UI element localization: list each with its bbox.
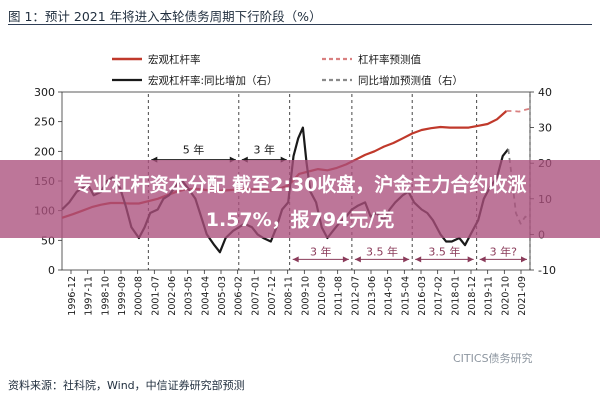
x-axis-tick-label: 1998-10: [100, 276, 111, 316]
left-axis-tick-label: 300: [34, 86, 55, 99]
x-axis-tick-label: 1996-12: [67, 276, 78, 316]
x-axis-tick-label: 2016-03: [417, 276, 428, 316]
left-axis-tick-label: 200: [34, 145, 55, 158]
series-leverage-forecast-line: [506, 107, 531, 113]
cycle-bracket-arrow-left: [354, 256, 361, 263]
left-axis-tick-label: 250: [34, 116, 55, 129]
legend-label-leverage: 宏观杠杆率: [148, 53, 201, 66]
x-axis-tick-label: 2007-01: [250, 276, 261, 316]
legend: 宏观杠杆率 杠杆率预测值 宏观杠杆率:同比增加（右） 同比增加预测值（右）: [112, 53, 463, 87]
headline-line-2: 1.57%，报794元/克: [205, 209, 395, 231]
x-axis-tick-label: 2005-03: [217, 276, 228, 316]
legend-label-yoy-forecast: 同比增加预测值（右）: [358, 74, 463, 87]
x-axis-tick-label: 2015-04: [400, 276, 411, 316]
cycle-bracket-label: 3.5 年: [428, 244, 460, 258]
legend-label-yoy: 宏观杠杆率:同比增加（右）: [148, 74, 278, 87]
x-axis-tick-label: 1997-11: [84, 276, 95, 316]
left-axis-tick-label: 0: [48, 264, 55, 277]
x-axis-tick-label: 2004-04: [200, 276, 211, 316]
x-axis-tick-label: 2018-12: [467, 276, 478, 316]
x-axis-tick-label: 2017-02: [434, 276, 445, 316]
x-axis-tick-label: 2006-02: [234, 276, 245, 316]
x-axis-tick-label: 2014-05: [384, 276, 395, 316]
cycle-bracket-arrow-right: [467, 256, 474, 263]
x-axis-tick-label: 2003-05: [184, 276, 195, 316]
source-note: 资料来源：社科院，Wind，中信证券研究部预测: [8, 379, 245, 392]
x-axis-tick-label: 2010-09: [317, 276, 328, 316]
x-axis-tick-label: 2021-09: [517, 276, 528, 316]
figure-title: 图 1：预计 2021 年将进入本轮债务周期下行阶段（%）: [8, 9, 322, 24]
x-axis-tick-label: 2001-07: [150, 276, 161, 316]
cycle-bracket-arrow-right: [521, 256, 527, 263]
x-axis-tick-label: 2012-07: [350, 276, 361, 316]
x-axis-tick-label: 2007-12: [267, 276, 278, 316]
x-axis-tick-label: 2002-06: [167, 276, 178, 316]
headline-line-1: 专业杠杆资本分配 截至2:30收盘，沪金主力合约收涨: [73, 174, 527, 196]
right-axis-tick-label: -10: [538, 264, 556, 277]
cycle-bracket-arrow-left: [479, 256, 486, 263]
x-axis-tick-label: 1999-09: [117, 276, 128, 316]
x-axis-tick-label: 2018-01: [450, 276, 461, 316]
x-axis-tick-label: 2013-06: [367, 276, 378, 316]
cycle-bracket-label: 3 年: [310, 244, 332, 258]
x-axis-tick-label: 2009-10: [300, 276, 311, 316]
x-axis-tick-label: 2011-08: [334, 276, 345, 316]
cycle-bracket-arrow-left: [292, 256, 299, 263]
right-axis-tick-label: 40: [538, 86, 552, 99]
cycle-bracket-arrow-right: [403, 256, 410, 263]
cycle-bracket-label: 3 年?: [490, 244, 517, 258]
watermark: CITICS债务研究: [453, 352, 533, 365]
cycle-bracket-label: 3 年: [253, 143, 275, 157]
legend-label-leverage-forecast: 杠杆率预测值: [358, 53, 421, 66]
x-axis-tick-label: 2008-11: [284, 276, 295, 316]
headline-banner: 专业杠杆资本分配 截至2:30收盘，沪金主力合约收涨 1.57%，报794元/克: [0, 160, 600, 238]
cycle-bracket-label: 3.5 年: [366, 244, 398, 258]
title-divider: [8, 24, 592, 25]
cycle-bracket-arrow-left: [415, 256, 422, 263]
right-axis-tick-label: 30: [538, 122, 552, 135]
x-axis-tick-label: 2020-10: [500, 276, 511, 316]
cycle-bracket-label: 5 年: [183, 143, 205, 157]
x-axis-tick-label: 2019-11: [484, 276, 495, 316]
cycle-bracket-arrow-right: [342, 256, 349, 263]
x-axis-tick-label: 2000-08: [134, 276, 145, 316]
